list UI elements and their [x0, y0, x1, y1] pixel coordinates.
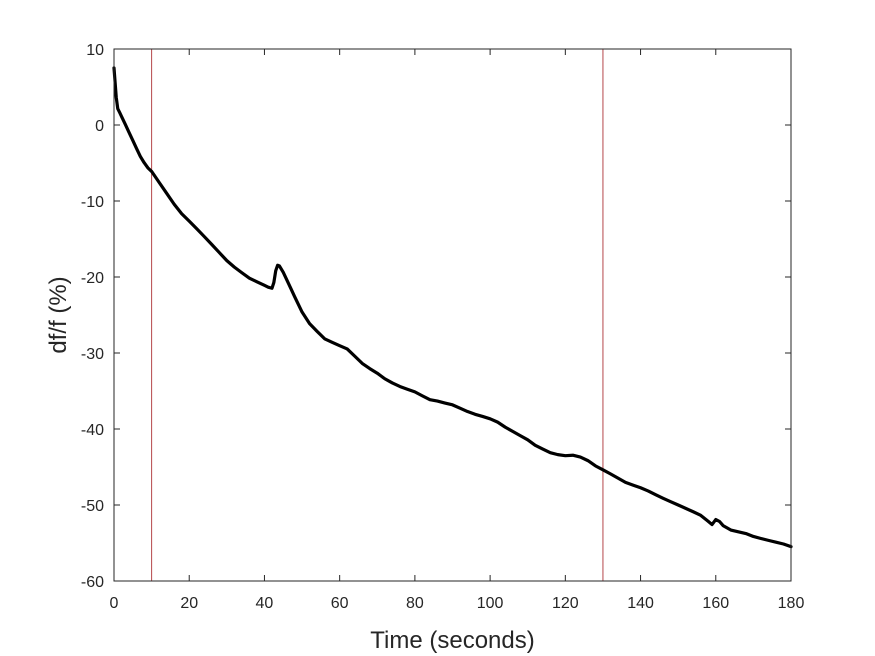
vertical-marker-lines [151, 49, 604, 581]
y-tick-label: -10 [81, 194, 104, 211]
x-axis-ticks: 0 20 40 60 80 100 120 140 160 180 [110, 49, 805, 612]
y-tick-label: 10 [86, 42, 104, 59]
x-tick-label: 120 [552, 595, 579, 612]
y-tick-label: -40 [81, 422, 104, 439]
y-tick-label: -50 [81, 498, 104, 515]
x-tick-label: 20 [180, 595, 198, 612]
x-tick-label: 0 [110, 595, 119, 612]
x-tick-label: 100 [477, 595, 504, 612]
x-tick-label: 180 [778, 595, 805, 612]
series-line-0 [112, 66, 793, 549]
y-axis-title: df/f (%) [45, 276, 72, 353]
x-axis-title: Time (seconds) [370, 627, 534, 654]
data-series [112, 66, 793, 549]
y-tick-label: -60 [81, 574, 104, 591]
axes-box [113, 48, 792, 582]
x-tick-label: 140 [627, 595, 654, 612]
y-tick-label: 0 [95, 118, 104, 135]
x-tick-label: 40 [256, 595, 274, 612]
x-tick-label: 160 [702, 595, 729, 612]
plot-area [114, 49, 791, 581]
x-tick-label: 80 [406, 595, 424, 612]
y-axis-ticks: 10 0 -10 -20 -30 -40 -50 -60 [81, 42, 791, 591]
x-tick-label: 60 [331, 595, 349, 612]
y-tick-label: -30 [81, 346, 104, 363]
y-tick-label: -20 [81, 270, 104, 287]
